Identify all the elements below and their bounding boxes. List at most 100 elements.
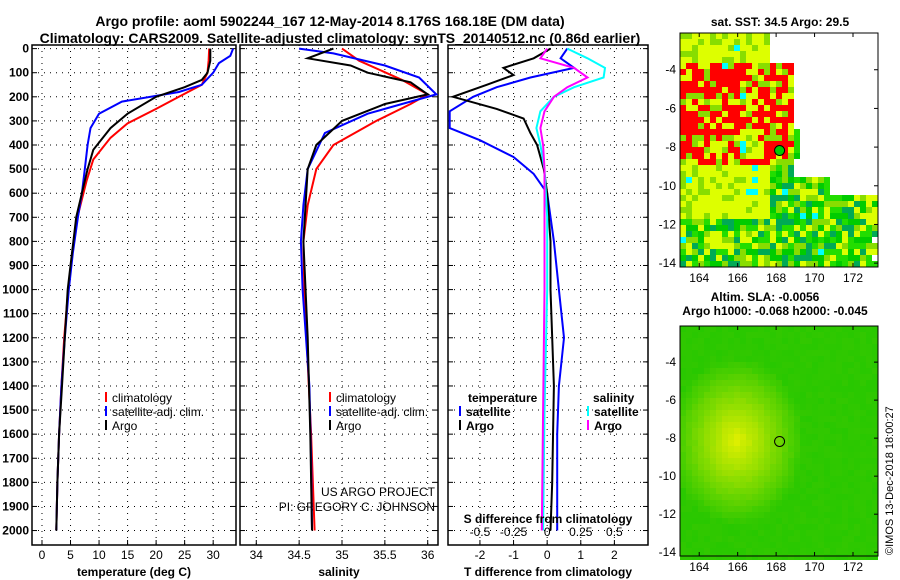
map-cell <box>794 213 800 219</box>
map-cell <box>818 416 824 422</box>
map-cell <box>710 374 716 380</box>
map-cell <box>704 231 710 237</box>
map-frame <box>679 325 879 557</box>
map-cell <box>734 129 740 135</box>
map-cell <box>704 261 710 267</box>
map-cell <box>830 225 836 231</box>
map-cell <box>818 398 824 404</box>
map-cell <box>710 542 716 548</box>
map-cell <box>722 33 728 39</box>
map-cell <box>722 398 728 404</box>
map-cell <box>788 171 794 177</box>
map-cell <box>722 428 728 434</box>
map-cell <box>758 344 764 350</box>
map-cell <box>740 482 746 488</box>
map-cell <box>842 488 848 494</box>
map-cell <box>716 554 722 560</box>
map-cell <box>710 512 716 518</box>
map-cell <box>698 105 704 111</box>
map-cell <box>782 398 788 404</box>
map-cell <box>728 69 734 75</box>
map-cell <box>836 440 842 446</box>
map-cell <box>722 45 728 51</box>
map-cell <box>740 111 746 117</box>
map-cell <box>770 332 776 338</box>
map-cell <box>800 189 806 195</box>
map-cell <box>692 494 698 500</box>
map-cell <box>728 51 734 57</box>
map-cell <box>812 554 818 560</box>
map-cell <box>704 368 710 374</box>
x-tick-label: 25 <box>178 548 192 562</box>
map-cell <box>824 362 830 368</box>
map-cell <box>794 542 800 548</box>
map-cell <box>710 87 716 93</box>
title-line-2: Climatology: CARS2009. Satellite-adjuste… <box>40 30 641 46</box>
map-cell <box>860 512 866 518</box>
map-cell <box>680 482 686 488</box>
map-cell <box>764 464 770 470</box>
map-cell <box>734 476 740 482</box>
map-cell <box>746 362 752 368</box>
map-cell <box>854 344 860 350</box>
map-cell <box>680 470 686 476</box>
map-cell <box>782 368 788 374</box>
map-cell <box>776 488 782 494</box>
map-cell <box>782 392 788 398</box>
map-cell <box>848 380 854 386</box>
map-cell <box>770 392 776 398</box>
map-cell <box>776 189 782 195</box>
map-cell <box>812 506 818 512</box>
map-cell <box>818 225 824 231</box>
map-cell <box>734 440 740 446</box>
map-cell <box>788 464 794 470</box>
map-cell <box>776 446 782 452</box>
map-cell <box>812 332 818 338</box>
series-line-argo <box>302 47 431 531</box>
map-cell <box>722 219 728 225</box>
map-cell <box>782 386 788 392</box>
map-cell <box>728 39 734 45</box>
map-cell <box>818 338 824 344</box>
legend-label: Argo <box>336 419 362 433</box>
map-cell <box>686 326 692 332</box>
map-cell <box>710 213 716 219</box>
map-cell <box>800 410 806 416</box>
map-cell <box>728 386 734 392</box>
map-cell <box>752 261 758 267</box>
map-cell <box>728 494 734 500</box>
map-cell <box>716 255 722 261</box>
map-cell <box>710 356 716 362</box>
map-cell <box>872 249 878 255</box>
map-cell <box>698 183 704 189</box>
map-cell <box>692 428 698 434</box>
map-cell <box>782 422 788 428</box>
map-cell <box>680 261 686 267</box>
map-cell <box>710 177 716 183</box>
map-cell <box>818 506 824 512</box>
map-cell <box>788 165 794 171</box>
x2-tick-label: 0.25 <box>569 525 593 539</box>
map-cell <box>758 488 764 494</box>
map-cell <box>728 410 734 416</box>
map-cell <box>716 392 722 398</box>
map-cell <box>692 63 698 69</box>
map-cell <box>728 362 734 368</box>
map-cell <box>758 512 764 518</box>
map-cell <box>740 392 746 398</box>
credit-project: US ARGO PROJECT <box>321 485 436 499</box>
map-cell <box>746 494 752 500</box>
map-cell <box>866 237 872 243</box>
map-cell <box>782 410 788 416</box>
map-cell <box>836 446 842 452</box>
map-cell <box>728 129 734 135</box>
map-cell <box>680 446 686 452</box>
map-cell <box>872 416 878 422</box>
map-cell <box>764 356 770 362</box>
map-cell <box>854 536 860 542</box>
map-cell <box>812 422 818 428</box>
map-cell <box>734 410 740 416</box>
map-cell <box>776 458 782 464</box>
map-cell <box>704 99 710 105</box>
map-cell <box>866 470 872 476</box>
